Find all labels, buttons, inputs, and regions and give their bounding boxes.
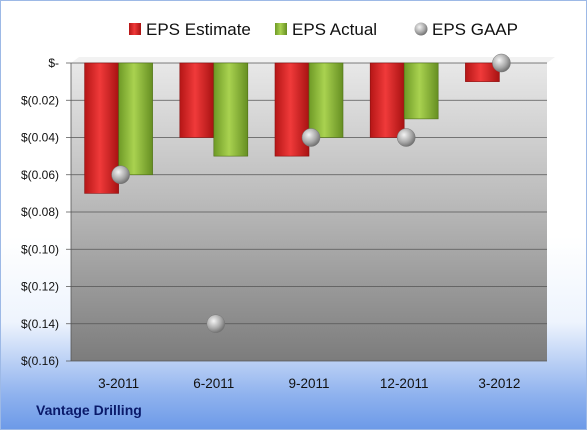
bar-eps-estimate: [465, 62, 500, 82]
bar-eps-actual: [118, 62, 153, 176]
y-tick-label: $-: [48, 56, 59, 70]
y-tick-label: $(0.16): [21, 354, 59, 368]
legend: EPS Estimate EPS Actual EPS GAAP: [129, 20, 518, 39]
bar-eps-estimate: [179, 62, 215, 138]
x-tick-label: 3-2012: [478, 376, 520, 391]
y-tick-label: $(0.12): [21, 280, 59, 294]
bar-eps-actual: [403, 62, 439, 120]
legend-swatch: [414, 22, 428, 36]
company-name: Vantage Drilling: [36, 402, 142, 418]
marker-eps-gaap: [301, 128, 321, 147]
y-tick-label: $(0.04): [21, 131, 59, 145]
plot-top-edge: [71, 57, 555, 63]
legend-label: EPS Estimate: [146, 20, 251, 39]
x-tick-label: 3-2011: [98, 376, 139, 391]
marker-eps-gaap: [111, 165, 130, 184]
bar-eps-estimate: [369, 62, 405, 138]
legend-label: EPS Actual: [292, 20, 377, 39]
x-tick-label: 6-2011: [193, 376, 234, 391]
legend-label: EPS GAAP: [432, 20, 518, 39]
x-tick-label: 12-2011: [380, 376, 429, 391]
legend-swatch: [275, 23, 287, 35]
y-tick-label: $(0.06): [21, 168, 59, 182]
legend-swatch: [129, 23, 141, 35]
y-tick-label: $(0.08): [21, 205, 59, 219]
y-tick-label: $(0.14): [21, 317, 59, 331]
bar-eps-actual: [308, 62, 344, 138]
bar-eps-actual: [213, 62, 249, 157]
x-tick-label: 9-2011: [288, 376, 329, 391]
y-tick-label: $(0.10): [21, 242, 59, 256]
y-tick-label: $(0.02): [21, 93, 59, 107]
marker-eps-gaap: [206, 314, 226, 333]
marker-eps-gaap: [492, 53, 511, 73]
marker-eps-gaap: [396, 128, 416, 147]
